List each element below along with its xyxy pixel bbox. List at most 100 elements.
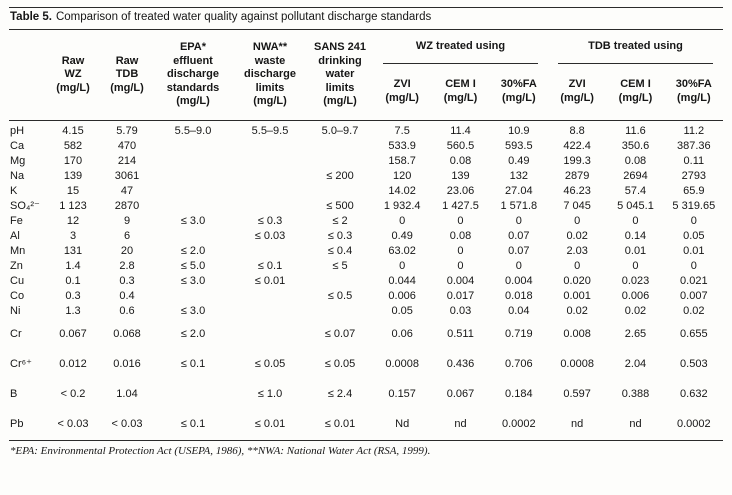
table-row: SO₄²⁻ 1 123 2870 ≤ 500 1 932.4 1 427.5 1 571.8…: [9, 199, 723, 214]
row-label: Ni: [10, 305, 21, 318]
value-cell: 0.436: [446, 357, 475, 370]
water-quality-table: Raw WZ (mg/L) Raw TDB (mg/L) EPA* efflue…: [9, 29, 723, 439]
value-cell: 23.06: [446, 185, 475, 198]
value-cell: 120: [392, 170, 412, 183]
value-cell: 0.388: [621, 387, 650, 400]
value-cell: 65.9: [683, 185, 705, 198]
value-cell: 131: [63, 245, 83, 258]
value-cell: [233, 319, 307, 349]
row-label: SO₄²⁻: [10, 200, 40, 213]
value-cell: [153, 289, 233, 304]
table-row: Co 0.3 0.4 ≤ 0.5 0.006 0.017 0.018 0.001 0.006 0.…: [9, 289, 723, 304]
value-cell: [233, 199, 307, 214]
value-cell: 0.49: [391, 230, 413, 243]
value-cell: 0.632: [680, 387, 708, 400]
table-row: Fe 12 9 ≤ 3.0 ≤ 0.3 ≤ 2 0 0 0 0 0 0: [9, 214, 723, 229]
value-cell: ≤ 500: [326, 200, 354, 213]
value-cell: 139: [451, 170, 470, 183]
value-cell: 0.0002: [676, 417, 711, 430]
value-cell: ≤ 0.03: [254, 230, 286, 243]
group-header-tdb-treated: TDB treated using: [548, 30, 723, 64]
value-cell: 0.02: [566, 230, 588, 243]
value-cell: ≤ 2: [332, 215, 348, 228]
value-cell: 0.706: [505, 357, 533, 370]
value-cell: < 0.03: [111, 417, 143, 430]
value-cell: [233, 154, 307, 169]
value-cell: ≤ 0.05: [254, 357, 286, 370]
value-cell: 0.3: [65, 290, 81, 303]
subcol-header-wz-30fa: 30%FA (mg/L): [489, 63, 548, 121]
table-row: Mn 131 20 ≤ 2.0 ≤ 0.4 63.02 0 0.07 2.03 0.01 0.01: [9, 244, 723, 259]
value-cell: 0: [399, 260, 406, 273]
value-cell: 0: [457, 245, 464, 258]
value-cell: 0: [457, 215, 464, 228]
value-cell: [153, 154, 233, 169]
value-cell: ≤ 0.01: [254, 275, 286, 288]
value-cell: 1 932.4: [383, 200, 421, 213]
row-label: Cr⁶⁺: [10, 357, 32, 370]
value-cell: [307, 274, 373, 289]
value-cell: ≤ 2.0: [180, 245, 206, 258]
value-cell: ≤ 1.0: [257, 387, 283, 400]
value-cell: 1.4: [65, 260, 81, 273]
col-header-raw-wz: Raw WZ (mg/L): [45, 29, 101, 121]
value-cell: 2.04: [624, 357, 647, 370]
value-cell: 0.02: [624, 305, 647, 318]
value-cell: 0: [457, 260, 464, 273]
value-cell: 0.01: [624, 245, 647, 258]
value-cell: [233, 244, 307, 259]
value-cell: 12: [66, 215, 80, 228]
value-cell: 0.08: [449, 230, 472, 243]
value-cell: 1 571.8: [500, 200, 538, 213]
row-label: Fe: [10, 215, 23, 228]
value-cell: ≤ 0.3: [327, 230, 353, 243]
value-cell: 0.067: [59, 327, 87, 340]
value-cell: 0: [574, 215, 581, 228]
subcol-header-wz-zvi: ZVI (mg/L): [373, 63, 432, 121]
value-cell: ≤ 5: [332, 260, 348, 273]
value-cell: 170: [63, 155, 83, 168]
value-cell: 199.3: [563, 155, 591, 168]
value-cell: [233, 304, 307, 319]
value-cell: 3: [69, 230, 77, 243]
value-cell: 0.05: [391, 305, 413, 318]
value-cell: 7 045: [563, 200, 591, 213]
value-cell: 5 045.1: [617, 200, 654, 213]
value-cell: 0.503: [680, 357, 708, 370]
value-cell: 0.655: [680, 327, 708, 340]
value-cell: [307, 304, 373, 319]
table-caption: Comparison of treated water quality agai…: [55, 11, 432, 23]
value-cell: < 0.2: [60, 387, 86, 400]
value-cell: 0.018: [505, 290, 533, 303]
value-cell: [233, 139, 307, 154]
col-header-sans241: SANS 241 drinking water limits (mg/L): [307, 29, 373, 121]
value-cell: 0.007: [680, 290, 708, 303]
value-cell: 0.05: [683, 230, 705, 243]
value-cell: 0: [515, 260, 522, 273]
value-cell: 0: [574, 260, 581, 273]
table-row: Cu 0.1 0.3 ≤ 3.0 ≤ 0.01 0.044 0.004 0.004 0.020 0…: [9, 274, 723, 289]
value-cell: 158.7: [388, 155, 416, 168]
value-cell: 2870: [114, 200, 140, 213]
col-header-epa: EPA* effluent discharge standards (mg/L): [153, 29, 233, 121]
value-cell: 6: [123, 230, 131, 243]
value-cell: 0.02: [566, 305, 588, 318]
value-cell: 63.02: [388, 245, 416, 258]
table-row: Na 139 3061 ≤ 200 120 139 132 2879 2694 2793: [9, 169, 723, 184]
value-cell: ≤ 2.0: [180, 327, 206, 340]
value-cell: 0.023: [621, 275, 650, 288]
value-cell: 10.9: [508, 125, 530, 138]
value-cell: 5.79: [116, 125, 138, 138]
value-cell: 3061: [114, 170, 140, 183]
subcol-header-tdb-30fa: 30%FA (mg/L): [664, 63, 723, 121]
group-header-wz-treated: WZ treated using: [373, 30, 548, 64]
value-cell: [153, 379, 233, 409]
table-row: B < 0.2 1.04 ≤ 1.0 ≤ 2.4 0.157 0.067 0.184 0.597…: [9, 379, 723, 409]
value-cell: [307, 184, 373, 199]
value-cell: ≤ 0.07: [324, 327, 356, 340]
value-cell: 0.511: [447, 327, 474, 340]
value-cell: 0.04: [508, 305, 530, 318]
value-cell: 132: [509, 170, 528, 183]
row-label: Cr: [10, 327, 22, 340]
